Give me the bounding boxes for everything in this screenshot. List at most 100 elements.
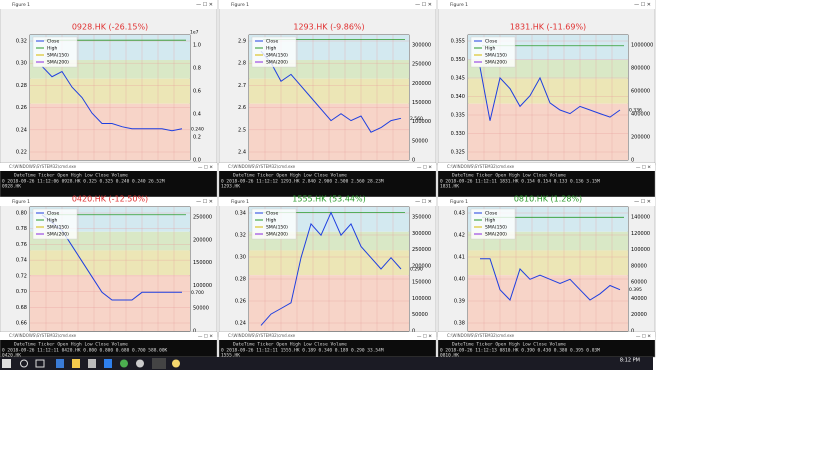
cmd-title-bar: [438, 163, 655, 171]
legend-label: SMA(150): [485, 53, 507, 59]
legend-label: High: [47, 46, 57, 52]
last-price-label: 2.560: [410, 116, 423, 122]
start-button[interactable]: [2, 359, 11, 368]
window-title: Figure 1: [12, 199, 30, 205]
last-price-label: 0.336: [629, 108, 642, 114]
task-view[interactable]: [35, 359, 45, 368]
taskbar-icon[interactable]: [104, 359, 112, 368]
y-tick-label: 2.8: [238, 61, 246, 67]
close-line: [479, 67, 621, 121]
title-bar: [438, 197, 655, 206]
close-line: [41, 65, 183, 132]
cmd-title-bar: [0, 163, 217, 171]
y2-tick-label: 0: [412, 329, 415, 335]
y2-tick-label: 250000: [412, 62, 431, 68]
y-tick-label: 2.6: [238, 105, 246, 111]
cmd-row: 0 2018-09-26 11:12:13 0810.HK 0.390 0.43…: [440, 348, 600, 354]
legend-label: SMA(150): [47, 225, 69, 231]
y-tick-label: 0.340: [451, 94, 465, 100]
taskbar-icon[interactable]: [72, 359, 80, 368]
window-controls[interactable]: — ☐ ✕: [415, 2, 432, 8]
legend-label: High: [485, 218, 495, 224]
y-tick-label: 0.26: [235, 299, 246, 305]
window-title: Figure 1: [12, 2, 30, 8]
y-tick-label: 2.7: [238, 83, 246, 89]
legend-label: High: [485, 46, 495, 52]
cmd-row: 0 2018-09-26 11:12:12 1293.HK 2.840 2.90…: [221, 179, 384, 185]
cmd-title: C:\WINDOWS\SYSTEM32\cmd.exe: [447, 333, 515, 338]
cmd-title: C:\WINDOWS\SYSTEM32\cmd.exe: [228, 164, 296, 169]
taskbar-icon[interactable]: [88, 359, 96, 368]
title-bar: [0, 0, 217, 9]
y2-tick-label: 0.8: [193, 66, 201, 72]
last-price-label: 0.290: [410, 267, 423, 273]
title-bar: [438, 0, 655, 9]
legend-label: High: [266, 218, 276, 224]
title-bar: [219, 197, 436, 206]
window-controls[interactable]: — ☐ ✕: [634, 199, 651, 205]
cmd-title: C:\WINDOWS\SYSTEM32\cmd.exe: [228, 333, 296, 338]
y2-tick-label: 200000: [193, 237, 212, 243]
close-line: [260, 50, 402, 133]
y2-tick-label: 100000: [412, 119, 431, 125]
y2-tick-label: 600000: [631, 89, 650, 95]
taskbar-icon[interactable]: [172, 359, 180, 368]
y-tick-label: 0.28: [16, 83, 27, 89]
y-tick-label: 0.40: [454, 277, 465, 283]
taskbar-icon[interactable]: [136, 359, 144, 368]
cmd-row: 0 2018-09-26 11:12:11 1555.HK 0.189 0.34…: [221, 348, 384, 354]
y2-tick-label: 250000: [412, 247, 431, 253]
legend-label: Close: [47, 211, 59, 217]
cmd-title-bar: [438, 332, 655, 340]
cmd-row: 0 2018-09-26 11:12:11 1831.HK 0.154 0.15…: [440, 179, 600, 185]
y2-tick-label: 0.2: [193, 135, 201, 141]
y2-tick-label: 200000: [412, 81, 431, 87]
window-controls[interactable]: — ☐ ✕: [636, 334, 651, 340]
y-tick-label: 0.74: [16, 258, 27, 264]
cmd-header: DateTime Ticker Open High Low Close Volu…: [452, 173, 566, 179]
window-controls[interactable]: — ☐ ✕: [415, 199, 432, 205]
legend-label: SMA(150): [266, 225, 288, 231]
cmd-title-bar: [0, 332, 217, 340]
y2-tick-label: 300000: [412, 43, 431, 49]
y2-tick-label: 50000: [412, 312, 428, 318]
window-controls[interactable]: — ☐ ✕: [417, 165, 432, 171]
window-controls[interactable]: — ☐ ✕: [196, 199, 213, 205]
legend: [251, 36, 297, 68]
y-tick-label: 0.345: [451, 76, 465, 82]
chart-title: 0420.HK (-12.50%): [72, 195, 148, 204]
taskbar-icon[interactable]: [152, 358, 166, 369]
legend-label: High: [266, 46, 276, 52]
legend-label: High: [47, 218, 57, 224]
y2-tick-label: 0: [631, 329, 634, 335]
search-button[interactable]: [20, 359, 28, 368]
y2-tick-label: 250000: [193, 215, 212, 221]
taskbar-icon[interactable]: [120, 359, 128, 368]
y-tick-label: 0.34: [235, 211, 246, 217]
y2-tick-label: 300000: [412, 231, 431, 237]
y2-tick-label: 350000: [412, 215, 431, 221]
cmd-row: 0 2018-09-26 11:12:06 0928.HK 0.325 0.32…: [2, 179, 165, 185]
y-tick-label: 0.330: [451, 131, 465, 137]
window-controls[interactable]: — ☐ ✕: [196, 2, 213, 8]
window-controls[interactable]: — ☐ ✕: [636, 165, 651, 171]
legend-label: SMA(200): [47, 60, 69, 66]
y2-tick-label: 50000: [193, 306, 209, 312]
y-tick-label: 0.32: [16, 39, 27, 45]
window-controls[interactable]: — ☐ ✕: [634, 2, 651, 8]
window-controls[interactable]: — ☐ ✕: [198, 334, 213, 340]
y-tick-label: 0.66: [16, 321, 27, 327]
cmd-title: C:\WINDOWS\SYSTEM32\cmd.exe: [9, 333, 77, 338]
y-tick-label: 0.30: [16, 61, 27, 67]
y-tick-label: 0.80: [16, 211, 27, 217]
window-controls[interactable]: — ☐ ✕: [198, 165, 213, 171]
chart-title: 1555.HK (53.44%): [292, 195, 365, 204]
y2-tick-label: 200000: [412, 263, 431, 269]
y-tick-label: 0.355: [451, 39, 465, 45]
y2-tick-label: 0.0: [193, 158, 201, 164]
close-line: [480, 258, 621, 301]
chart-title: 0810.HK (1.28%): [514, 195, 582, 204]
taskbar-icon[interactable]: [56, 359, 64, 368]
legend-label: SMA(200): [485, 232, 507, 238]
window-controls[interactable]: — ☐ ✕: [417, 334, 432, 340]
